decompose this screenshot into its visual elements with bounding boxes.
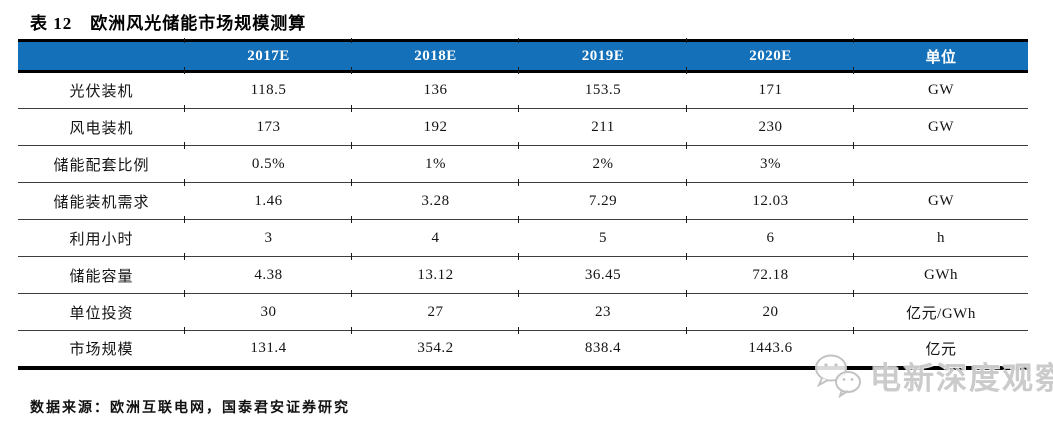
table-row: 利用小时 3 4 5 6 h	[18, 219, 1028, 260]
table-row: 光伏装机 118.5 136 153.5 171 GW	[18, 71, 1028, 111]
header-cell-2019e: 2019E	[518, 36, 687, 73]
table-cell: 211	[518, 108, 687, 149]
table-row: 风电装机 173 192 211 230 GW	[18, 108, 1028, 149]
table-cell: 0.5%	[184, 145, 352, 186]
row-unit: GW	[853, 108, 1028, 149]
data-source-note: 数据来源：欧洲互联电网，国泰君安证券研究	[30, 401, 350, 416]
row-label: 光伏装机	[18, 71, 185, 109]
table-cell: 1%	[351, 145, 519, 186]
table-cell: 23	[518, 293, 687, 334]
row-label: 储能容量	[18, 256, 185, 294]
table-cell: 27	[351, 293, 519, 334]
table-cell: 838.4	[584, 339, 622, 356]
table-cell: 1.46	[184, 182, 352, 223]
table-cell: 230	[686, 108, 854, 149]
table-cell: 4.38	[184, 256, 352, 297]
table-cell: 13.12	[351, 256, 519, 297]
table-cell: 118.5	[184, 71, 352, 111]
row-unit: GWh	[853, 256, 1028, 297]
row-unit: h	[853, 219, 1028, 260]
table-cell: 4	[351, 219, 519, 260]
table-row: 储能装机需求 1.46 3.28 7.29 12.03 GW	[18, 182, 1028, 223]
table-cell: 3	[184, 219, 352, 260]
row-label: 风电装机	[18, 108, 185, 146]
table-cell: 36.45	[518, 256, 687, 297]
table-cell: 153.5	[518, 71, 687, 111]
row-unit: GW	[853, 182, 1028, 223]
table-cell: 20	[686, 293, 854, 334]
table-cell: 171	[686, 71, 854, 111]
header-cell-2017e: 2017E	[184, 36, 352, 73]
table-cell: 3%	[686, 145, 854, 186]
table-cell: 30	[184, 293, 352, 334]
table-cell: 131.4	[250, 339, 287, 356]
table-cell: 72.18	[686, 256, 854, 297]
table-row: 储能配套比例 0.5% 1% 2% 3%	[18, 145, 1028, 186]
table-row: 市场规模 131.4 354.2 838.4 1443.6 亿元	[18, 331, 1028, 368]
table-cell: 173	[184, 108, 352, 149]
header-cell-unit: 单位	[853, 36, 1028, 73]
table: 2017E 2018E 2019E 2020E 单位 光伏装机 118.5 13…	[18, 36, 1028, 370]
table-cell: 2%	[518, 145, 687, 186]
table-row: 单位投资 30 27 23 20 亿元/GWh	[18, 293, 1028, 334]
table-cell: 192	[351, 108, 519, 149]
table-cell: 5	[518, 219, 687, 260]
header-cell-2020e: 2020E	[686, 36, 854, 73]
row-unit: 亿元	[925, 341, 957, 358]
table-cell: 7.29	[518, 182, 687, 223]
market-size-table: 2017E 2018E 2019E 2020E 单位 光伏装机 118.5 13…	[18, 36, 1028, 370]
table-cell: 3.28	[351, 182, 519, 223]
row-unit: 亿元/GWh	[853, 293, 1028, 334]
row-label: 单位投资	[18, 293, 185, 331]
row-unit: GW	[853, 71, 1028, 111]
row-label: 市场规模	[69, 341, 134, 358]
table-row: 储能容量 4.38 13.12 36.45 72.18 GWh	[18, 256, 1028, 297]
header-cell-2018e: 2018E	[351, 36, 519, 73]
header-cell-blank	[18, 40, 185, 73]
table-cell: 12.03	[686, 182, 854, 223]
row-label: 利用小时	[18, 219, 185, 257]
row-label: 储能配套比例	[18, 145, 185, 183]
row-label: 储能装机需求	[18, 182, 185, 220]
table-cell: 354.2	[417, 339, 454, 356]
table-cell: 136	[351, 71, 519, 111]
page-title: 表 12 欧洲风光储能市场规模测算	[30, 14, 307, 33]
table-cell: 1443.6	[748, 339, 793, 356]
table-header-row: 2017E 2018E 2019E 2020E 单位	[18, 36, 1028, 73]
row-unit	[853, 145, 1028, 186]
table-cell: 6	[686, 219, 854, 260]
